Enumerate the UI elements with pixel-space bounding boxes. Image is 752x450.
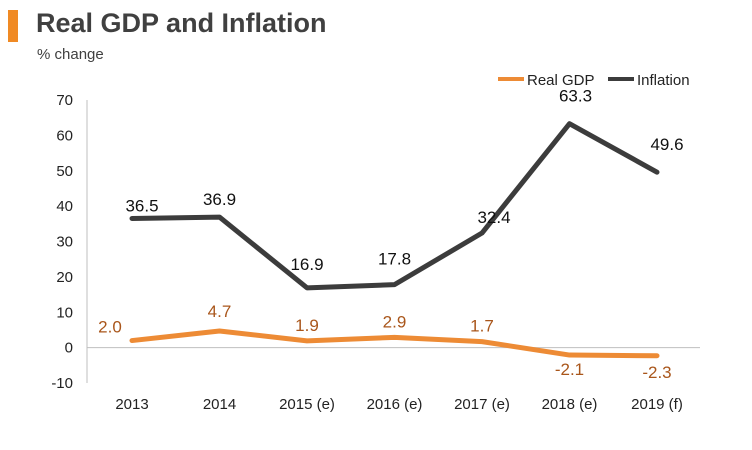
x-tick-label: 2019 (f) xyxy=(631,396,683,413)
data-label-inflation: 32.4 xyxy=(477,208,510,227)
data-point-inflation xyxy=(130,217,134,221)
x-tick-label: 2014 xyxy=(203,396,236,413)
series-line-real-gdp xyxy=(129,328,660,359)
chart-subtitle: % change xyxy=(37,46,104,63)
y-tick-label: 60 xyxy=(56,127,73,144)
data-label-inflation: 63.3 xyxy=(559,87,592,106)
data-point-inflation xyxy=(480,231,484,235)
x-tick-label: 2018 (e) xyxy=(542,396,598,413)
data-label-inflation: 16.9 xyxy=(290,255,323,274)
data-point-real-gdp xyxy=(568,353,571,357)
data-point-real-gdp xyxy=(655,354,659,358)
x-tick-label: 2017 (e) xyxy=(454,396,510,413)
legend: Real GDP Inflation xyxy=(498,72,690,89)
data-point-real-gdp xyxy=(393,335,396,339)
y-tick-label: 20 xyxy=(56,269,73,286)
data-label-inflation: 17.8 xyxy=(378,250,411,269)
y-tick-label: 50 xyxy=(56,163,73,180)
data-point-real-gdp xyxy=(218,329,221,333)
data-label-real-gdp: 1.7 xyxy=(470,317,494,336)
data-label-real-gdp: 2.0 xyxy=(98,318,122,337)
data-point-inflation xyxy=(655,170,659,174)
data-point-real-gdp xyxy=(130,339,134,343)
y-tick-label: -10 xyxy=(51,375,73,392)
chart-title: Real GDP and Inflation xyxy=(36,8,327,38)
y-tick-label: 40 xyxy=(56,198,73,215)
x-tick-label: 2013 xyxy=(115,396,148,413)
data-point-inflation xyxy=(568,122,571,126)
data-label-real-gdp: 4.7 xyxy=(208,302,232,321)
y-tick-label: 70 xyxy=(56,92,73,109)
plot-area: 70 60 50 40 30 20 10 0 -10 2013 2014 2015 (e) 2016 (… xyxy=(51,87,700,413)
legend-label-inflation: Inflation xyxy=(637,72,690,89)
data-label-real-gdp: 2.9 xyxy=(383,312,407,331)
x-tick-label: 2015 (e) xyxy=(279,396,335,413)
data-point-real-gdp xyxy=(480,340,484,344)
data-point-inflation xyxy=(393,283,396,287)
y-tick-label: 10 xyxy=(56,304,73,321)
y-tick-label: 30 xyxy=(56,234,73,251)
data-label-inflation: 49.6 xyxy=(650,135,683,154)
title-accent-bar xyxy=(8,10,18,42)
data-label-inflation: 36.5 xyxy=(125,197,158,216)
data-label-real-gdp: -2.1 xyxy=(555,360,584,379)
data-label-inflation: 36.9 xyxy=(203,190,236,209)
data-point-inflation xyxy=(305,286,309,290)
data-point-inflation xyxy=(218,215,221,219)
legend-label-real-gdp: Real GDP xyxy=(527,72,595,89)
y-tick-label: 0 xyxy=(65,340,73,357)
x-tick-label: 2016 (e) xyxy=(367,396,423,413)
data-label-real-gdp: -2.3 xyxy=(642,363,671,382)
data-point-real-gdp xyxy=(305,339,309,343)
data-label-real-gdp: 1.9 xyxy=(295,316,319,335)
